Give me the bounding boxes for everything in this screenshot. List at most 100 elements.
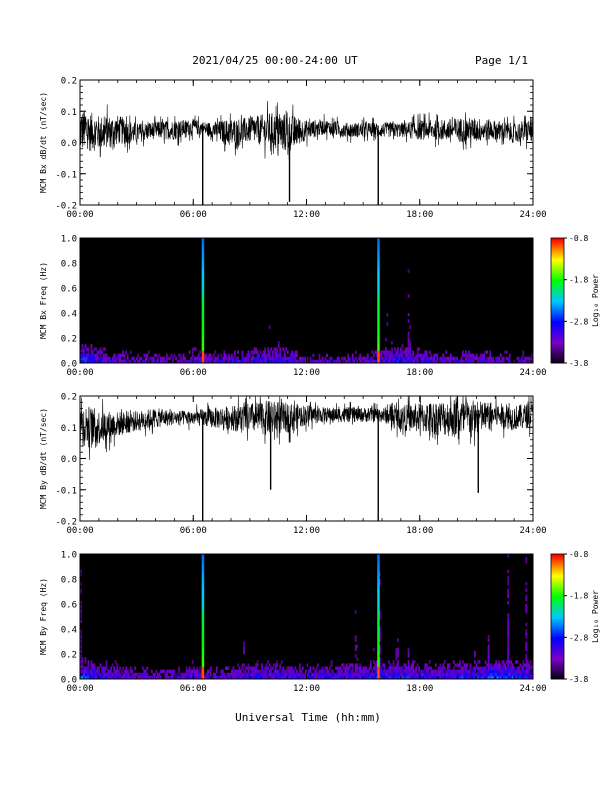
spectrogram-cell [493, 675, 496, 680]
bright-column [377, 594, 380, 599]
colorbar-step [551, 302, 564, 306]
spectrogram-cell [144, 359, 147, 364]
spectrogram-cell [522, 669, 525, 674]
spectrogram-cell [425, 663, 428, 667]
spectrogram-cell [80, 660, 82, 664]
spectrogram-cell [525, 359, 528, 364]
bright-column [201, 675, 205, 680]
bright-column [377, 288, 380, 292]
spectrogram-cell [247, 675, 250, 680]
spectrogram-cell [123, 672, 126, 677]
spectrogram-cell [333, 672, 336, 677]
spectrogram-cell [368, 666, 371, 670]
spectrogram-cell [413, 672, 416, 677]
spectrogram-cell [371, 350, 374, 354]
spectrogram-cell [378, 613, 381, 617]
spectrogram-cell [119, 359, 122, 364]
spectrogram-cell [137, 359, 140, 364]
spectrogram-cell [341, 663, 344, 667]
spectrogram-cell [382, 669, 384, 674]
spectrogram-cell [442, 356, 445, 361]
spectrogram-cell [366, 353, 369, 358]
colorbar-step [551, 556, 564, 559]
spectrogram-cell [128, 672, 131, 677]
spectrogram-cell [81, 350, 84, 354]
spectrogram-cell [496, 359, 499, 364]
spectrogram-cell [339, 666, 342, 670]
spectrogram-cell [398, 666, 401, 670]
spectrogram-cell [354, 675, 357, 680]
spectrogram-cell [424, 350, 427, 354]
spectrogram-cell [188, 666, 191, 670]
spectrogram-cell [507, 675, 510, 680]
spectrogram-cell [395, 672, 398, 677]
bright-column [377, 619, 380, 624]
colorbar-step [551, 304, 564, 308]
spectrogram-cell [226, 675, 229, 680]
y-axis-title: MCM By Freq (Hz) [39, 578, 48, 655]
spectrogram-cell [314, 672, 316, 677]
spectrogram-cell [398, 353, 401, 358]
spectrogram-cell [507, 619, 510, 624]
spectrogram-cell [292, 672, 295, 677]
spectrogram-cell [397, 650, 399, 655]
spectrogram-cell [185, 672, 188, 677]
x-tick-label: 00:00 [66, 368, 93, 378]
colorbar-tick-label: -2.8 [569, 317, 588, 326]
spectrogram-cell [209, 359, 212, 364]
spectrogram-cell [425, 350, 428, 354]
spectrogram-cell [259, 669, 262, 674]
spectrogram-cell [279, 666, 282, 670]
bright-column [201, 344, 205, 348]
spectrogram-cell [286, 356, 289, 361]
spectrogram-cell [424, 672, 427, 677]
colorbar-step [551, 639, 564, 642]
spectrogram-cell [199, 675, 202, 680]
bright-column [201, 334, 205, 339]
spectrogram-cell [366, 669, 369, 674]
spectrogram-cell [489, 359, 492, 364]
spectrogram-cell [378, 353, 381, 358]
spectrogram-cell [466, 359, 469, 364]
spectrogram-cell [395, 350, 398, 354]
spectrogram-cell [419, 359, 422, 364]
spectrogram-cell [394, 666, 396, 670]
spectrogram-cell [214, 672, 217, 677]
spectrogram-cell [406, 666, 408, 670]
x-tick-label: 06:00 [180, 684, 207, 694]
spectrogram-cell [416, 347, 419, 351]
spectrogram-cell [101, 672, 103, 677]
spectrogram-cell [218, 675, 221, 680]
colorbar-title: Log₁₀ Power [591, 274, 600, 327]
spectrogram-cell [443, 672, 446, 677]
colorbar-step [551, 298, 564, 301]
spectrogram-cell [439, 672, 442, 677]
spectrogram-cell [279, 350, 282, 354]
spectrogram-cell [250, 672, 253, 677]
spectrogram-cell [80, 663, 82, 667]
spectrogram-cell [529, 666, 532, 670]
spectrogram-cell [237, 356, 239, 361]
spectrogram-cell [256, 669, 259, 674]
spectrogram-cell [80, 619, 82, 624]
spectrogram-cell [267, 660, 270, 664]
spectrogram-cell [329, 359, 331, 364]
spectrogram-cell [144, 356, 147, 361]
spectrogram-cell [502, 663, 505, 667]
colorbar-step [551, 252, 564, 256]
spectrogram-cell [95, 359, 97, 364]
spectrogram-cell [104, 359, 106, 364]
colorbar-step [551, 240, 564, 243]
bright-column [201, 325, 205, 329]
spectrogram-cell [187, 359, 190, 364]
bright-column [377, 654, 380, 658]
spectrogram-cell [90, 347, 93, 351]
spectrogram-cell [96, 675, 99, 680]
spectrogram-cell [149, 356, 152, 361]
spectrogram-cell [523, 672, 526, 677]
spectrogram-cell [374, 663, 377, 667]
spectrogram-cell [403, 669, 405, 674]
spectrogram-cell [434, 359, 437, 364]
spectrogram-cell [155, 675, 158, 680]
spectrogram-cell [425, 669, 428, 674]
